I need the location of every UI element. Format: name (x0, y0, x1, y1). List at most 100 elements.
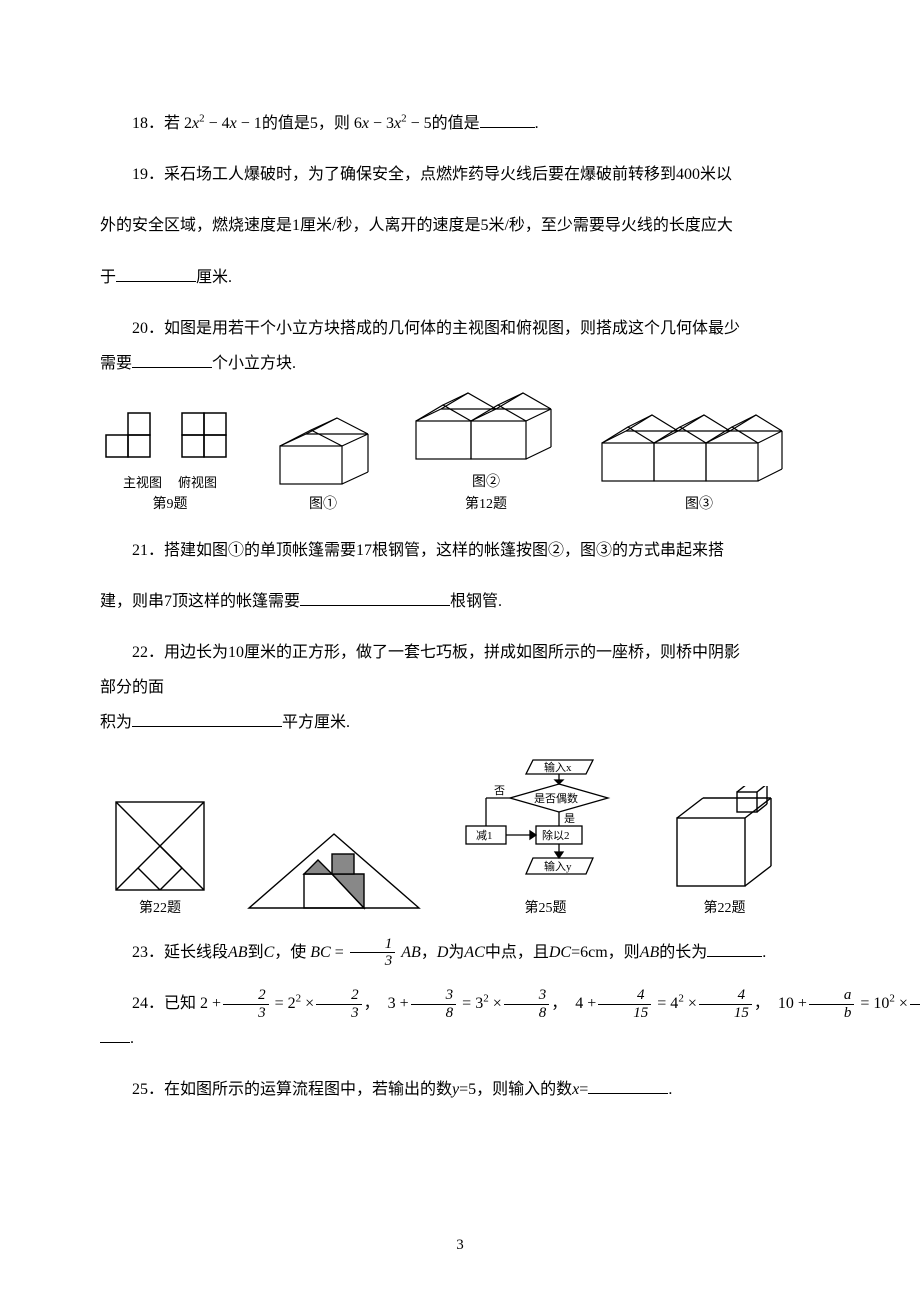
q24-period: . (130, 1030, 134, 1047)
question-22-l2: 部分的面 (100, 670, 820, 705)
q19-text2b-post: 厘米. (196, 269, 232, 286)
figures-row-2: 第22题 输入x (110, 756, 820, 918)
fig-flowchart: 输入x 是否偶数 否 减1 是 (458, 756, 633, 918)
flow-yes: 是 (564, 812, 575, 825)
q25-blank (588, 1077, 668, 1094)
flow-caption: 第25题 (458, 900, 633, 918)
q24-f1: 23 (223, 987, 269, 1021)
q20-pre: 需要 (100, 355, 132, 372)
question-24: 24．已知 2 +23 = 22 ×23， 3 +38 = 32 ×38， 4 … (100, 986, 820, 1021)
q24-p1eq: = 22 × (271, 995, 315, 1012)
q22-num: 22． (132, 644, 164, 661)
q21-blank (300, 589, 450, 606)
f3n: 4 (598, 987, 651, 1005)
q24-p2a: 3 + (388, 995, 409, 1012)
q23-frac: 13 (350, 936, 396, 970)
f2d2: 8 (504, 1005, 550, 1022)
q24-f1b: 23 (316, 987, 362, 1021)
q23-ac: AC (464, 944, 484, 961)
f4n2: a (910, 987, 920, 1005)
q19-text2b-pre: 于 (100, 269, 116, 286)
q22-blank (132, 710, 282, 727)
q23-rhs: AB (401, 944, 421, 961)
q18-mid2: ，则 (318, 115, 350, 132)
q18-expr2: 6x − 3x2 − 5 (354, 115, 432, 132)
q23-mid2: ，使 (274, 944, 306, 961)
q24-pre: 已知 (164, 995, 196, 1012)
q24-s2: ， (551, 995, 567, 1012)
tent2-label: 图② (406, 474, 566, 492)
q18-pre: 若 (164, 115, 180, 132)
q24-f3: 415 (598, 987, 651, 1021)
label-front: 主视图 (123, 475, 162, 492)
q23-frac-n: 1 (350, 936, 396, 954)
q25-eq: =5，则输入的数 (459, 1081, 572, 1098)
fig-tangram: 第22题 (110, 796, 210, 918)
page: 18．若 2x2 − 4x − 1的值是5，则 6x − 3x2 − 5的值是.… (0, 0, 920, 1302)
question-18: 18．若 2x2 − 4x − 1的值是5，则 6x − 3x2 − 5的值是. (100, 106, 820, 141)
figures-row-1: 主视图 俯视图 第9题 图① (100, 385, 820, 514)
q19-text1: 采石场工人爆破时，为了确保安全，点燃炸药导火线后要在爆破前转移到400米以 (164, 166, 732, 183)
q25-num: 25． (132, 1081, 164, 1098)
f1d2: 3 (316, 1005, 362, 1022)
q22-text1: 用边长为10厘米的正方形，做了一套七巧板，拼成如图所示的一座桥，则桥中阴影 (164, 644, 740, 661)
q21-text1: 搭建如图①的单顶帐篷需要17根钢管，这样的帐篷按图②，图③的方式串起来搭 (164, 542, 724, 559)
question-19-l2: 外的安全区域，燃烧速度是1厘米/秒，人离开的速度是5米/秒，至少需要导火线的长度… (100, 208, 820, 243)
f2n2: 3 (504, 987, 550, 1005)
cube-caption: 第22题 (667, 900, 782, 918)
cube-svg (667, 786, 782, 896)
q23-frac-d: 3 (350, 953, 396, 970)
q24-num: 24． (132, 995, 164, 1012)
q23-period: . (762, 944, 766, 961)
f2d: 8 (411, 1005, 457, 1022)
flow-svg: 输入x 是否偶数 否 减1 是 (458, 756, 633, 896)
f3d: 15 (598, 1005, 651, 1022)
q23-dc: DC (549, 944, 571, 961)
question-20-l2: 需要个小立方块. (100, 346, 820, 381)
page-number: 3 (0, 1229, 920, 1262)
flow-no: 否 (494, 785, 505, 797)
q24-s3: ， (754, 995, 770, 1012)
q23-c: C (264, 944, 275, 961)
bridge-svg (244, 824, 424, 919)
f1n2: 2 (316, 987, 362, 1005)
q24-p2eq: = 32 × (458, 995, 502, 1012)
q18-expr1: 2x2 − 4x − 1 (184, 115, 262, 132)
f3d2: 15 (699, 1005, 752, 1022)
tangram-svg (110, 796, 210, 896)
q24-f2: 38 (411, 987, 457, 1021)
question-19-l1: 19．采石场工人爆破时，为了确保安全，点燃炸药导火线后要在爆破前转移到400米以 (100, 157, 820, 192)
q23-post: 的长为 (659, 944, 707, 961)
views-labels: 主视图 俯视图 (100, 475, 240, 492)
q23-blank (707, 940, 762, 957)
q23-ab: AB (228, 944, 248, 961)
q23-pre: 延长线段 (164, 944, 228, 961)
q24-p4a: 10 + (778, 995, 807, 1012)
q19-text2a: 外的安全区域，燃烧速度是1厘米/秒，人离开的速度是5米/秒，至少需要导火线的长度… (100, 217, 733, 234)
q18-post: 的值是 (432, 115, 480, 132)
tents-caption: 第12题 (406, 496, 566, 514)
q23-mid1: 到 (248, 944, 264, 961)
tangram-caption: 第22题 (110, 900, 210, 918)
flow-minus: 减1 (476, 829, 493, 842)
f1n: 2 (223, 987, 269, 1005)
q23-eq2: =6cm，则 (571, 944, 640, 961)
q18-blank (480, 111, 535, 128)
fig-bridge (244, 824, 424, 919)
question-24-l2: . (100, 1021, 820, 1056)
question-20-l1: 20．如图是用若干个小立方块搭成的几何体的主视图和俯视图，则搭成这个几何体最少 (100, 311, 820, 346)
fig-tent-2: 图② 第12题 (406, 385, 566, 514)
q22-text2: 部分的面 (100, 679, 164, 696)
fig-tent-1: 图① (268, 412, 378, 514)
question-25: 25．在如图所示的运算流程图中，若输出的数y=5，则输入的数x=. (100, 1072, 820, 1107)
q20-blank (132, 351, 212, 368)
q18-mid1: 的值是 (262, 115, 310, 132)
fig-cube: 第22题 (667, 786, 782, 918)
q24-s1: ， (364, 995, 380, 1012)
q24-blank2 (100, 1026, 130, 1043)
q21-pre: 建，则串7顶这样的帐篷需要 (100, 593, 300, 610)
q25-pre: 在如图所示的运算流程图中，若输出的数 (164, 1081, 452, 1098)
tent1-label: 图① (268, 496, 378, 514)
q23-ab2: AB (640, 944, 660, 961)
q22-post: 平方厘米. (282, 714, 350, 731)
